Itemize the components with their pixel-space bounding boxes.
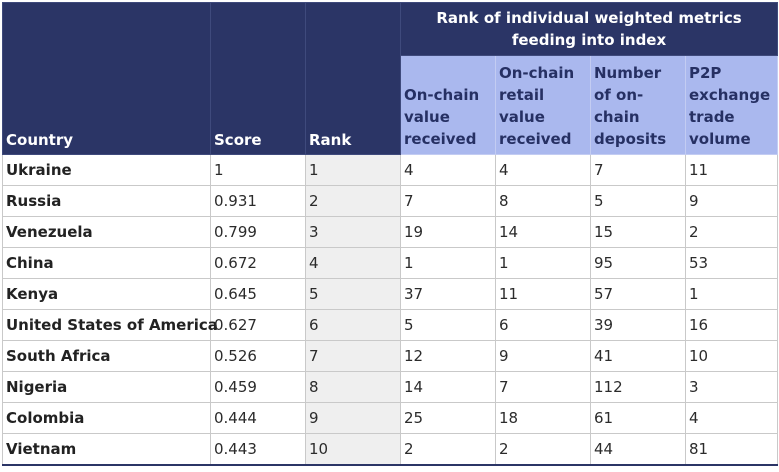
cell-metric-retail-value: 4 [495, 154, 591, 186]
header-rank: Rank [305, 2, 401, 155]
table-row: Kenya 0.645 5 37 11 57 1 [2, 278, 779, 310]
cell-metric-retail-value: 11 [495, 278, 591, 310]
cell-rank: 10 [305, 433, 401, 466]
cell-metric-p2p-volume: 81 [684, 433, 779, 466]
header-row-group: Country Score Rank Rank of individual we… [2, 2, 779, 155]
cell-metric-p2p-volume: 4 [684, 402, 779, 434]
cell-metric-deposits: 61 [590, 402, 686, 434]
cell-country: Colombia [2, 402, 211, 434]
header-row-metrics: On-chain value received On-chain retail … [3, 55, 779, 155]
table-row: United States of America 0.627 6 5 6 39 16 [2, 309, 779, 341]
cell-metric-p2p-volume: 3 [684, 371, 779, 403]
cell-country: United States of America [2, 309, 218, 341]
cell-metric-deposits: 95 [590, 247, 686, 279]
table-row: South Africa 0.526 7 12 9 41 10 [2, 340, 779, 372]
cell-metric-retail-value: 14 [495, 216, 591, 248]
table-row: Russia 0.931 2 7 8 5 9 [2, 185, 779, 217]
cell-country: Vietnam [2, 433, 211, 466]
table-row: Ukraine 1 1 4 4 7 11 [2, 154, 779, 186]
cell-score: 0.931 [210, 185, 306, 217]
header-metrics-group: Rank of individual weighted metrics feed… [399, 2, 779, 56]
cell-metric-retail-value: 8 [495, 185, 591, 217]
table-row: China 0.672 4 1 1 95 53 [2, 247, 779, 279]
cell-metric-p2p-volume: 9 [684, 185, 779, 217]
cell-metric-deposits: 5 [590, 185, 686, 217]
cell-score: 0.627 [210, 309, 306, 341]
cell-rank: 4 [305, 247, 401, 279]
cell-rank: 7 [305, 340, 401, 372]
cell-metric-retail-value: 2 [495, 433, 591, 466]
cell-metric-retail-value: 7 [495, 371, 591, 403]
cell-metric-p2p-volume: 2 [684, 216, 779, 248]
cell-score: 0.672 [210, 247, 306, 279]
cell-score: 0.645 [210, 278, 306, 310]
cell-metric-p2p-volume: 16 [684, 309, 779, 341]
cell-metric-deposits: 15 [590, 216, 686, 248]
cell-rank: 1 [305, 154, 401, 186]
cell-metric-onchain-value: 7 [400, 185, 496, 217]
cell-score: 0.459 [210, 371, 306, 403]
cell-metric-p2p-volume: 10 [684, 340, 779, 372]
header-metric-p2p-volume: P2P exchange trade volume [684, 55, 779, 155]
cell-metric-onchain-value: 19 [400, 216, 496, 248]
cell-metric-deposits: 57 [590, 278, 686, 310]
cell-metric-retail-value: 6 [495, 309, 591, 341]
cell-metric-onchain-value: 12 [400, 340, 496, 372]
header-metric-retail-value: On-chain retail value received [495, 55, 591, 155]
cell-country: Russia [2, 185, 211, 217]
cell-metric-onchain-value: 5 [400, 309, 496, 341]
cell-country: Kenya [2, 278, 211, 310]
cell-metric-onchain-value: 25 [400, 402, 496, 434]
cell-score: 0.526 [210, 340, 306, 372]
cell-metric-onchain-value: 4 [400, 154, 496, 186]
header-score: Score [210, 2, 306, 155]
cell-country: Venezuela [2, 216, 211, 248]
cell-country: South Africa [2, 340, 211, 372]
cell-metric-p2p-volume: 11 [684, 154, 779, 186]
cell-metric-deposits: 39 [590, 309, 686, 341]
cell-metric-retail-value: 18 [495, 402, 591, 434]
cell-metric-onchain-value: 2 [400, 433, 496, 466]
cell-country: Ukraine [2, 154, 211, 186]
cell-metric-deposits: 41 [590, 340, 686, 372]
cell-rank: 2 [305, 185, 401, 217]
table-body: Ukraine 1 1 4 4 7 11 Russia 0.931 2 7 8 5 9 Venezuela 0… [2, 154, 779, 466]
cell-metric-retail-value: 1 [495, 247, 591, 279]
cell-metric-deposits: 112 [590, 371, 686, 403]
header-metric-deposits: Number of on-chain deposits [590, 55, 686, 155]
table-row: Nigeria 0.459 8 14 7 112 3 [2, 371, 779, 403]
cell-rank: 8 [305, 371, 401, 403]
cell-metric-onchain-value: 14 [400, 371, 496, 403]
table-row: Vietnam 0.443 10 2 2 44 81 [2, 433, 779, 466]
cell-metric-onchain-value: 1 [400, 247, 496, 279]
cell-metric-onchain-value: 37 [400, 278, 496, 310]
cell-metric-retail-value: 9 [495, 340, 591, 372]
cell-rank: 3 [305, 216, 401, 248]
cell-score: 0.443 [210, 433, 306, 466]
cell-score: 0.799 [210, 216, 306, 248]
header-metric-onchain-value: On-chain value received [400, 55, 496, 155]
cell-score: 0.444 [210, 402, 306, 434]
cell-score: 1 [210, 154, 306, 186]
cell-rank: 9 [305, 402, 401, 434]
cell-metric-p2p-volume: 1 [684, 278, 779, 310]
header-country: Country [2, 2, 211, 155]
cell-metric-deposits: 7 [590, 154, 686, 186]
cell-country: Nigeria [2, 371, 211, 403]
table-row: Venezuela 0.799 3 19 14 15 2 [2, 216, 779, 248]
cell-metric-p2p-volume: 53 [684, 247, 779, 279]
table-row: Colombia 0.444 9 25 18 61 4 [2, 402, 779, 434]
cell-metric-deposits: 44 [590, 433, 686, 466]
cell-rank: 5 [305, 278, 401, 310]
cell-country: China [2, 247, 211, 279]
cell-rank: 6 [305, 309, 401, 341]
